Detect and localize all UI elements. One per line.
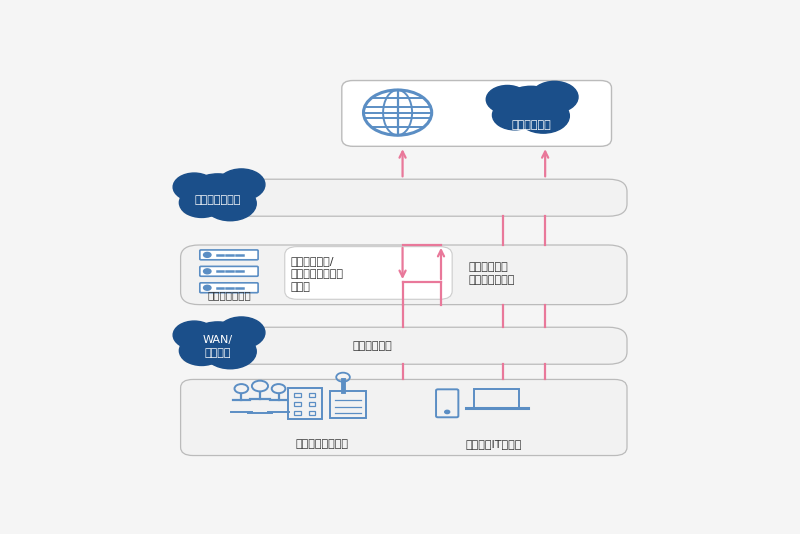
FancyBboxPatch shape (200, 266, 258, 276)
Circle shape (188, 174, 247, 214)
Circle shape (173, 173, 215, 201)
Text: 回線のひっ迫: 回線のひっ迫 (353, 341, 393, 351)
FancyBboxPatch shape (181, 245, 627, 304)
Circle shape (218, 317, 265, 348)
Circle shape (486, 85, 529, 113)
FancyBboxPatch shape (200, 283, 258, 293)
FancyBboxPatch shape (181, 327, 627, 364)
Text: どこからでも
アクセスが発生: どこからでも アクセスが発生 (469, 262, 515, 285)
Circle shape (203, 285, 211, 290)
Circle shape (531, 81, 578, 113)
Circle shape (445, 410, 450, 413)
Circle shape (518, 99, 570, 133)
Circle shape (501, 87, 561, 126)
FancyBboxPatch shape (181, 179, 627, 216)
Circle shape (179, 188, 224, 217)
Text: 各種クラウド
サービス: 各種クラウド サービス (511, 120, 550, 144)
Circle shape (218, 169, 265, 200)
Circle shape (493, 100, 537, 130)
Text: シャドーITの発生: シャドーITの発生 (466, 439, 522, 450)
Text: データセンター: データセンター (207, 290, 251, 301)
Text: 働く場所の多様化: 働く場所の多様化 (295, 439, 349, 450)
Text: インターネット: インターネット (194, 195, 241, 205)
Circle shape (203, 253, 211, 257)
Circle shape (188, 322, 247, 362)
Text: WAN/
モバイル: WAN/ モバイル (202, 335, 233, 358)
Circle shape (204, 186, 256, 221)
Circle shape (173, 321, 215, 349)
FancyBboxPatch shape (181, 380, 627, 456)
Circle shape (179, 336, 224, 365)
FancyBboxPatch shape (285, 247, 452, 299)
Text: ネットワーク/
セキュリティ機器
の負荷: ネットワーク/ セキュリティ機器 の負荷 (291, 256, 344, 292)
Circle shape (204, 334, 256, 369)
FancyBboxPatch shape (342, 81, 611, 146)
Circle shape (203, 269, 211, 274)
FancyBboxPatch shape (200, 250, 258, 260)
